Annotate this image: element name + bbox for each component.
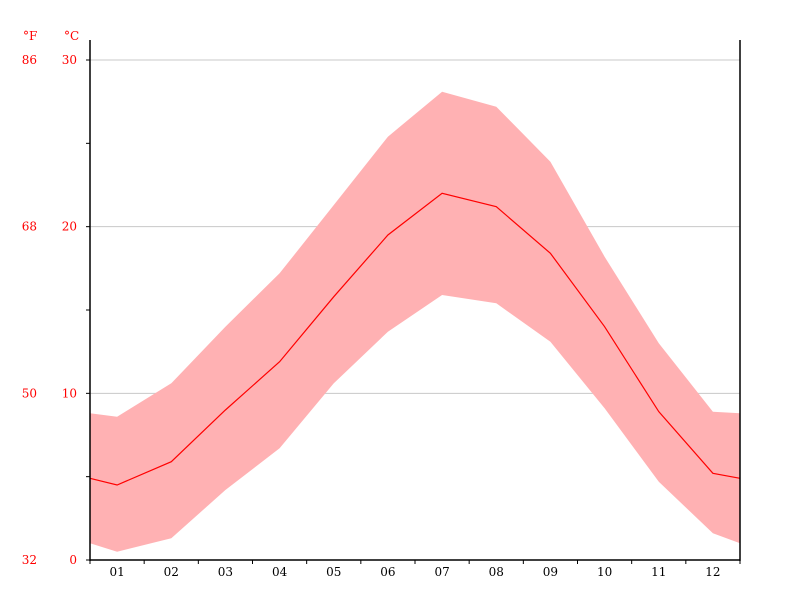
x-tick-label-month: 07 bbox=[434, 565, 449, 579]
x-tick-label-month: 03 bbox=[218, 565, 233, 579]
x-tick-label-month: 12 bbox=[705, 565, 720, 579]
x-tick-label-month: 10 bbox=[597, 565, 612, 579]
x-tick-label-month: 09 bbox=[543, 565, 558, 579]
y-tick-label-celsius: 10 bbox=[62, 386, 77, 400]
x-tick-label-month: 05 bbox=[326, 565, 341, 579]
y-tick-label-celsius: 0 bbox=[69, 553, 77, 567]
x-tick-label-month: 06 bbox=[380, 565, 395, 579]
y-tick-label-celsius: 30 bbox=[62, 53, 77, 67]
y-tick-label-celsius: 20 bbox=[62, 220, 77, 234]
min-max-temperature-band bbox=[90, 91, 740, 552]
x-tick-label-month: 08 bbox=[489, 565, 504, 579]
x-tick-label-month: 01 bbox=[109, 565, 124, 579]
y-tick-label-fahrenheit: 86 bbox=[22, 53, 37, 67]
celsius-unit-label: °C bbox=[64, 29, 79, 43]
x-axis-labels: 01 02 03 04 05 06 07 08 09 10 11 12 bbox=[109, 565, 720, 579]
axes bbox=[86, 40, 741, 564]
x-tick-label-month: 11 bbox=[651, 565, 666, 579]
fahrenheit-unit-label: °F bbox=[23, 29, 37, 43]
y-axis-labels: °F °C 32 0 50 10 68 20 86 30 bbox=[22, 29, 79, 567]
y-tick-label-fahrenheit: 32 bbox=[22, 553, 37, 567]
x-tick-label-month: 02 bbox=[164, 565, 179, 579]
average-temperature-line bbox=[89, 192, 741, 486]
y-tick-label-fahrenheit: 68 bbox=[22, 220, 37, 234]
y-tick-label-fahrenheit: 50 bbox=[22, 386, 37, 400]
x-tick-label-month: 04 bbox=[272, 565, 288, 579]
